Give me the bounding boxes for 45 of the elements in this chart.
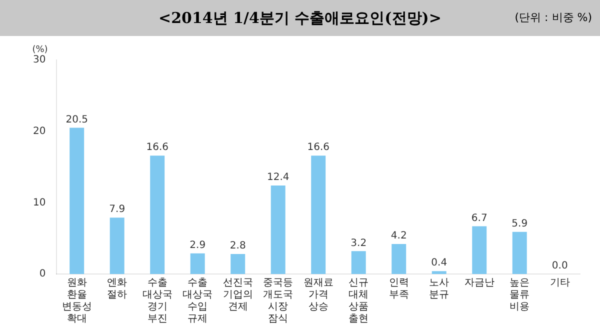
x-tick-label: 수출 대상국 경기 부진	[142, 278, 172, 325]
bar	[311, 156, 326, 274]
text: (단위 : 비중 %)	[514, 10, 592, 25]
x-tick-label: 원재료 가격 상승	[303, 278, 334, 313]
data-label: 4.2	[390, 230, 407, 242]
bar	[110, 218, 124, 274]
data-label: 16.6	[307, 142, 330, 154]
bar	[70, 128, 84, 274]
bar	[190, 253, 205, 274]
bar	[150, 156, 165, 274]
x-tick-label: 높은 물류 비용	[510, 278, 530, 313]
data-label: 0.4	[431, 258, 448, 269]
y-tick-label: 0	[39, 268, 46, 280]
data-label: 0.0	[552, 260, 568, 272]
x-tick-label: 수출 대상국 수입 규제	[182, 278, 213, 325]
x-tick-label: 엔화 절하	[107, 278, 128, 301]
bar	[432, 271, 446, 274]
y-tick-label: 10	[32, 197, 46, 208]
x-tick-label: 신규 대체 상품 출현	[348, 278, 369, 325]
x-tick-label: 인력 부족	[388, 278, 409, 301]
x-tick-label: 중국등 개도국 시장 잠식	[263, 278, 294, 325]
chart-title: <2014년 1/4분기 수출애로요인(전망)>	[158, 8, 442, 28]
y-tick-label: 20	[32, 126, 46, 137]
data-label: 2.9	[190, 240, 206, 251]
x-tick-label: 기타	[550, 278, 570, 289]
data-label: 12.4	[266, 172, 290, 184]
bar	[472, 226, 487, 274]
y-axis-title: (%)	[32, 44, 48, 55]
data-label: 6.7	[471, 212, 488, 224]
bar	[512, 232, 527, 274]
data-label: 3.2	[350, 238, 367, 249]
bar	[230, 254, 246, 274]
bar	[392, 244, 406, 274]
x-tick-label: 원화 환율 변동성 확대	[62, 278, 92, 325]
x-tick-label: 자금난	[464, 278, 494, 289]
data-label: 2.8	[230, 240, 246, 252]
x-tick-label: 노사 분규	[429, 278, 450, 301]
data-label: 20.5	[66, 114, 88, 126]
x-tick-label: 선진국 기업의 견제	[222, 278, 253, 313]
bar	[351, 251, 366, 274]
data-label: 16.6	[146, 142, 168, 154]
y-tick-label: 30	[32, 54, 46, 66]
data-label: 5.9	[512, 218, 528, 230]
data-label: 7.9	[109, 204, 126, 216]
bar	[270, 186, 286, 274]
